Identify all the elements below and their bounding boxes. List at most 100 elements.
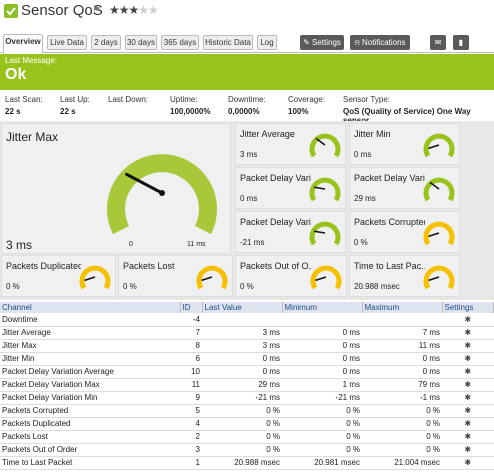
gauge-panel[interactable]: Packet Delay Varia... 29 ms xyxy=(349,167,460,209)
gauge-title: Packets Lost xyxy=(123,261,175,271)
delete-button[interactable]: ▮ xyxy=(453,35,469,50)
cell-channel: Jitter Max xyxy=(0,339,180,353)
cell-min: 0 % xyxy=(282,417,362,431)
big-gauge-dial xyxy=(107,154,217,235)
table-row[interactable]: Time to Last Packet 1 20.988 msec 20.981 ms… xyxy=(0,456,494,470)
cell-min: 0 ms xyxy=(282,365,362,379)
col-minimum[interactable]: Minimum xyxy=(282,302,363,313)
comment-button[interactable]: ✉ xyxy=(430,35,446,50)
cell-min: -21 ms xyxy=(282,391,362,405)
table-row[interactable]: Packets Corrupted 5 0 % 0 % 0 % ✱ xyxy=(0,404,494,418)
table-row[interactable]: Downtime -4 ✱ xyxy=(0,313,494,327)
cell-id: 11 xyxy=(180,378,202,392)
cell-last: 3 ms xyxy=(202,326,282,340)
status-bar: Last Message: Ok xyxy=(0,54,494,90)
cell-max: 0 ms xyxy=(362,365,442,379)
gear-icon: ✱ xyxy=(464,314,472,324)
flag-icon[interactable]: ⚑ xyxy=(92,5,101,16)
cell-id: 8 xyxy=(180,339,202,353)
col-settings: Settings xyxy=(442,302,494,313)
gauge-jitter-max[interactable]: Jitter Max 3 ms 0 11 ms xyxy=(1,123,231,254)
gauge-panel[interactable]: Packet Delay Varia... 0 ms xyxy=(235,167,346,209)
cell-last: 0 % xyxy=(202,443,282,457)
tab-overview[interactable]: Overview xyxy=(3,34,43,53)
gauge-dial xyxy=(310,265,342,290)
row-settings-button[interactable]: ✱ xyxy=(442,365,494,379)
row-settings-button[interactable]: ✱ xyxy=(442,417,494,431)
row-settings-button[interactable]: ✱ xyxy=(442,430,494,444)
gauge-value: 3 ms xyxy=(240,150,258,159)
table-row[interactable]: Jitter Max 8 3 ms 0 ms 11 ms ✱ xyxy=(0,339,494,353)
tab-2-days[interactable]: 2 days xyxy=(91,35,121,50)
gauge-title: Packets Corrupted xyxy=(354,217,425,227)
gauge-panel[interactable]: Packets Lost 0 % xyxy=(118,255,233,297)
col-channel[interactable]: Channel xyxy=(0,302,181,313)
tab-live-data[interactable]: Live Data xyxy=(47,35,87,50)
table-row[interactable]: Packet Delay Variation Average 10 0 ms 0 ms… xyxy=(0,365,494,379)
settings-button[interactable]: ✎ Settings xyxy=(300,35,344,50)
row-settings-button[interactable]: ✱ xyxy=(442,313,494,327)
table-row[interactable]: Packet Delay Variation Max 11 29 ms 1 ms 79 … xyxy=(0,378,494,392)
gear-icon: ✱ xyxy=(464,432,472,441)
cell-max: 0 % xyxy=(362,404,442,418)
cell-max: 0 % xyxy=(362,430,442,444)
gauge-value: 20.988 msec xyxy=(354,282,400,291)
status-value: Ok xyxy=(5,66,27,83)
col-id[interactable]: ID xyxy=(180,302,203,313)
tab-log[interactable]: Log xyxy=(257,35,277,50)
gauge-dial xyxy=(423,133,455,158)
table-row[interactable]: Jitter Min 6 0 ms 0 ms 0 ms ✱ xyxy=(0,352,494,366)
tab-historic-data[interactable]: Historic Data xyxy=(203,35,253,50)
cell-min: 20.981 msec xyxy=(282,456,362,470)
table-row[interactable]: Packets Out of Order 3 0 % 0 % 0 % ✱ xyxy=(0,443,494,457)
col-maximum[interactable]: Maximum xyxy=(362,302,443,313)
cell-id: 9 xyxy=(180,391,202,405)
table-row[interactable]: Jitter Average 7 3 ms 0 ms 7 ms ✱ xyxy=(0,326,494,340)
gauge-panel[interactable]: Time to Last Pac... 20.988 msec xyxy=(349,255,460,297)
info-last-down: Last Down: xyxy=(108,95,149,104)
row-settings-button[interactable]: ✱ xyxy=(442,456,494,470)
gauge-panel[interactable]: Packets Out of O... 0 % xyxy=(235,255,347,297)
cell-min: 1 ms xyxy=(282,378,362,392)
cell-max: 21.004 msec xyxy=(362,456,442,470)
row-settings-button[interactable]: ✱ xyxy=(442,443,494,457)
row-settings-button[interactable]: ✱ xyxy=(442,339,494,353)
gauge-panel[interactable]: Jitter Min 0 ms xyxy=(349,123,460,165)
col-last-value[interactable]: Last Value xyxy=(202,302,283,313)
info-last-scan: Last Scan: 22 s xyxy=(5,95,43,116)
notifications-button[interactable]: ⍾ Notifications xyxy=(350,35,410,50)
table-row[interactable]: Packet Delay Variation Min 9 -21 ms -21 ms -… xyxy=(0,391,494,405)
priority-stars[interactable]: ★★★★★ xyxy=(109,3,159,17)
cell-max: 0 % xyxy=(362,443,442,457)
gauge-panel[interactable]: Jitter Average 3 ms xyxy=(235,123,346,165)
row-settings-button[interactable]: ✱ xyxy=(442,326,494,340)
gauge-min-label: 0 xyxy=(129,241,133,248)
cell-id: 1 xyxy=(180,456,202,470)
row-settings-button[interactable]: ✱ xyxy=(442,404,494,418)
cell-channel: Jitter Average xyxy=(0,326,180,340)
gauge-panel[interactable]: Packets Duplicated 0 % xyxy=(1,255,116,297)
table-header-row: Channel ID Last Value Minimum Maximum Se… xyxy=(0,302,494,313)
tab-365-days[interactable]: 365 days xyxy=(161,35,199,50)
row-settings-button[interactable]: ✱ xyxy=(442,391,494,405)
cell-min xyxy=(282,313,362,327)
table-row[interactable]: Packets Lost 2 0 % 0 % 0 % ✱ xyxy=(0,430,494,444)
cell-id: 7 xyxy=(180,326,202,340)
gauge-title: Jitter Max xyxy=(6,130,59,144)
gear-icon: ✱ xyxy=(464,393,472,402)
cell-last: 20.988 msec xyxy=(202,456,282,470)
cell-last: 0 ms xyxy=(202,352,282,366)
gear-icon: ✱ xyxy=(464,354,472,363)
gauge-panel[interactable]: Packet Delay Varia... -21 ms xyxy=(235,211,346,253)
cell-id: -4 xyxy=(180,313,202,327)
cell-max: -1 ms xyxy=(362,391,442,405)
gauge-max-label: 11 ms xyxy=(187,241,206,248)
tab-30-days[interactable]: 30 days xyxy=(125,35,157,50)
cell-max: 0 ms xyxy=(362,352,442,366)
gauge-panel[interactable]: Packets Corrupted 0 % xyxy=(349,211,460,253)
bell-icon: ⍾ xyxy=(354,38,362,47)
row-settings-button[interactable]: ✱ xyxy=(442,352,494,366)
row-settings-button[interactable]: ✱ xyxy=(442,378,494,392)
table-row[interactable]: Packets Duplicated 4 0 % 0 % 0 % ✱ xyxy=(0,417,494,431)
gauge-dial xyxy=(309,177,341,202)
